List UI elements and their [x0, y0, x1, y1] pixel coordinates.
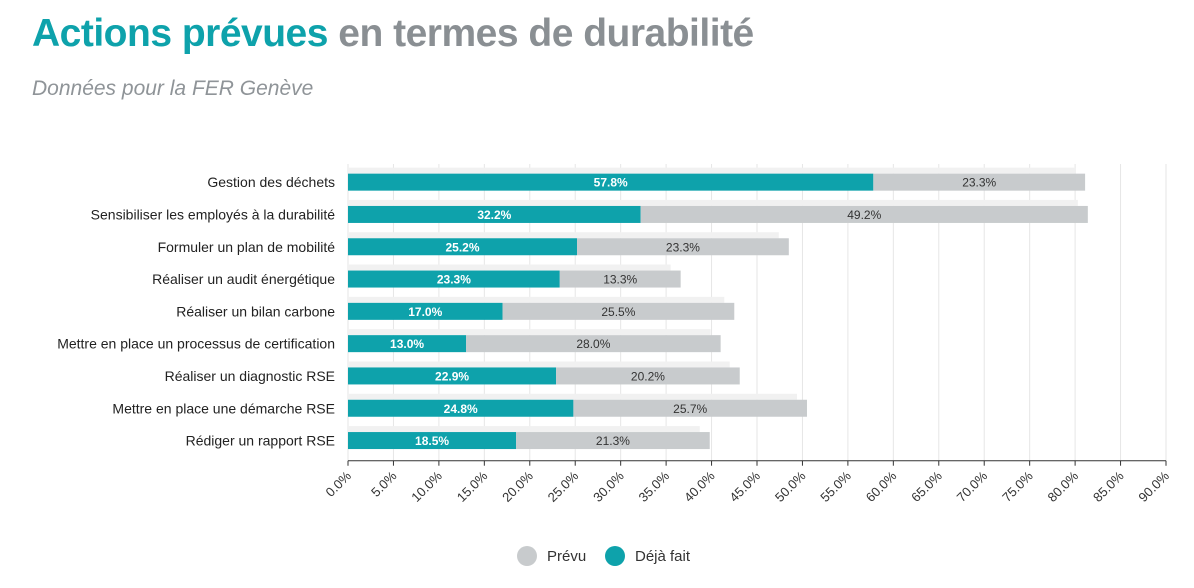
x-tick-label: 40.0%: [681, 468, 718, 505]
bar-done: [348, 302, 503, 320]
title-rest: en termes de durabilité: [338, 12, 754, 55]
x-tick-label: 60.0%: [863, 468, 900, 505]
bar-planned: [640, 205, 1088, 223]
bar-planned: [556, 367, 740, 385]
category-label: Mettre en place un processus de certific…: [57, 336, 335, 352]
bar-done: [348, 205, 641, 223]
category-label: Gestion des déchets: [207, 174, 335, 190]
bar-done: [348, 335, 467, 353]
data-label-planned: 49.2%: [847, 208, 881, 222]
x-tick-label: 35.0%: [636, 468, 673, 505]
bar-done: [348, 367, 557, 385]
bar-chart: 0.0% 5.0% 10.0% 15.0% 20.0% 25.0% 30.0% 35.0% 40…: [57, 164, 1172, 505]
x-tick-label: 85.0%: [1090, 468, 1127, 505]
bar-done: [348, 238, 578, 256]
bar-shadow: [348, 393, 797, 400]
legend-swatch-planned: [517, 546, 537, 566]
category-label: Réaliser un audit énergétique: [152, 271, 335, 287]
category-label: Réaliser un diagnostic RSE: [165, 368, 335, 384]
bar-done: [348, 399, 574, 417]
x-tick-label: 20.0%: [499, 468, 536, 505]
data-label-planned: 20.2%: [631, 369, 665, 383]
bar-done: [348, 432, 517, 450]
data-label-planned: 13.3%: [603, 273, 637, 287]
x-tick-label: 80.0%: [1045, 468, 1082, 505]
data-label-planned: 21.3%: [596, 434, 630, 448]
legend-swatch-done: [605, 546, 625, 566]
category-label: Rédiger un rapport RSE: [186, 433, 335, 449]
bar-shadow: [348, 232, 779, 239]
x-tick-label: 75.0%: [999, 468, 1036, 505]
legend-label-done: Déjà fait: [635, 547, 691, 565]
x-tick-label: 30.0%: [590, 468, 627, 505]
category-label: Mettre en place une démarche RSE: [112, 400, 335, 416]
bar-planned: [873, 173, 1086, 191]
data-label-done: 17.0%: [408, 305, 442, 319]
bar-planned: [559, 270, 681, 288]
data-label-done: 32.2%: [477, 208, 511, 222]
bar-shadow: [348, 167, 1076, 174]
title-accent: Actions prévues: [32, 12, 328, 55]
data-label-done: 25.2%: [446, 240, 480, 254]
bar-planned: [577, 238, 789, 256]
x-tick-label: 10.0%: [408, 468, 445, 505]
category-label: Réaliser un bilan carbone: [176, 303, 335, 319]
data-label-done: 22.9%: [435, 369, 469, 383]
x-tick-label: 45.0%: [726, 468, 763, 505]
x-tick-label: 5.0%: [368, 468, 400, 500]
x-tick-label: 0.0%: [323, 468, 355, 500]
x-tick-label: 90.0%: [1135, 468, 1172, 505]
category-label: Formuler un plan de mobilité: [158, 239, 336, 255]
chart-title: Actions prévues en termes de durabilité: [32, 12, 754, 56]
bar-shadow: [348, 264, 671, 271]
bar-shadow: [348, 426, 700, 433]
data-label-done: 57.8%: [594, 176, 628, 190]
data-label-planned: 23.3%: [962, 176, 996, 190]
x-tick-label: 55.0%: [817, 468, 854, 505]
bar-done: [348, 173, 874, 191]
data-label-planned: 28.0%: [576, 337, 610, 351]
bar-shadow: [348, 329, 711, 336]
bar-planned: [502, 302, 735, 320]
bar-shadow: [348, 199, 1078, 206]
bar-planned: [573, 399, 807, 417]
x-tick-label: 25.0%: [545, 468, 582, 505]
bar-shadow: [348, 296, 725, 303]
data-label-planned: 25.5%: [601, 305, 635, 319]
bar-shadow: [348, 361, 730, 368]
data-label-done: 18.5%: [415, 434, 449, 448]
bar-planned: [516, 432, 710, 450]
x-tick-label: 65.0%: [908, 468, 945, 505]
data-label-planned: 25.7%: [673, 402, 707, 416]
chart-subtitle: Données pour la FER Genève: [32, 77, 314, 100]
legend-label-planned: Prévu: [547, 547, 587, 565]
data-label-done: 23.3%: [437, 273, 471, 287]
data-label-done: 24.8%: [444, 402, 478, 416]
data-label-done: 13.0%: [390, 337, 424, 351]
chart-legend: Prévu Déjà fait: [0, 542, 1194, 572]
x-tick-label: 50.0%: [772, 468, 809, 505]
x-tick-label: 15.0%: [454, 468, 491, 505]
legend-item-done[interactable]: Déjà fait: [605, 546, 690, 566]
x-tick-label: 70.0%: [954, 468, 991, 505]
category-label: Sensibiliser les employés à la durabilit…: [91, 206, 336, 222]
legend-item-planned[interactable]: Prévu: [517, 546, 586, 566]
data-label-planned: 23.3%: [666, 240, 700, 254]
bar-done: [348, 270, 560, 288]
bar-planned: [466, 335, 721, 353]
